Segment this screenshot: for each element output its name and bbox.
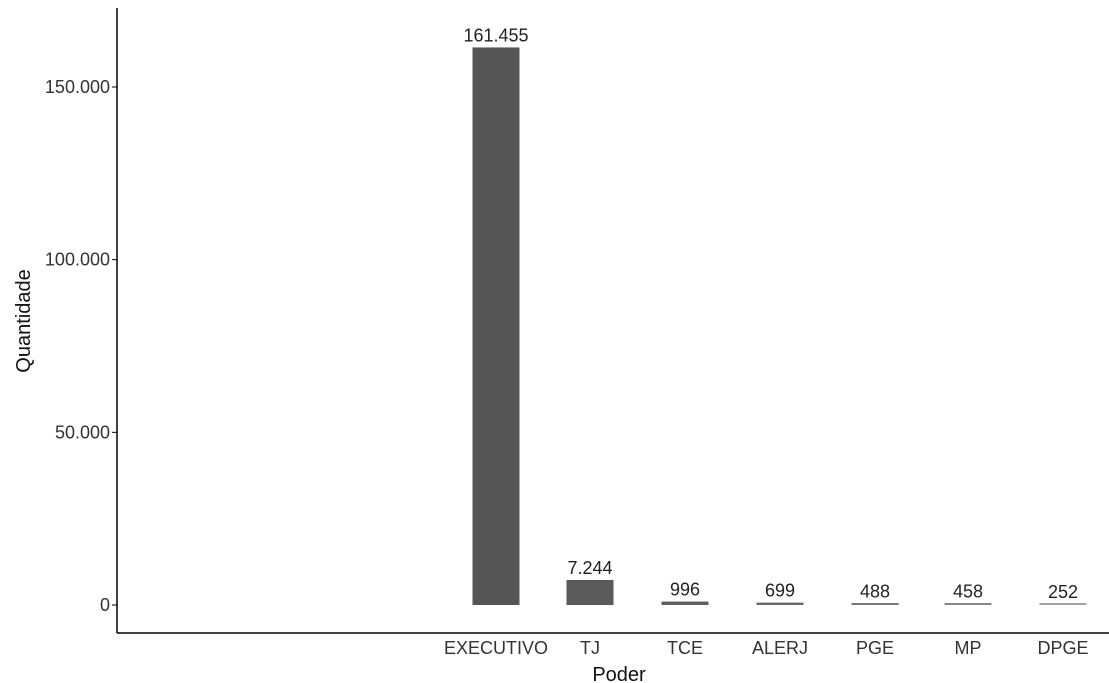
y-ticks-group: 0 50.000 100.000 150.000 (45, 77, 117, 615)
y-tick-label: 50.000 (55, 422, 110, 442)
y-tick-label: 100.000 (45, 250, 110, 270)
x-ticks-group: EXECUTIVO TJ TCE ALERJ PGE MP DPGE (444, 638, 1089, 658)
data-label-alerj: 699 (765, 581, 795, 601)
data-label-pge: 488 (860, 581, 890, 601)
x-tick-label-tce: TCE (667, 638, 703, 658)
data-label-mp: 458 (953, 581, 983, 601)
data-label-tj: 7.244 (567, 558, 612, 578)
y-axis-title: Quantidade (13, 269, 35, 372)
y-tick-label: 150.000 (45, 77, 110, 97)
bar-executivo (472, 47, 520, 605)
x-tick-label-tj: TJ (580, 638, 600, 658)
bar-mp (944, 603, 992, 605)
x-tick-label-mp: MP (955, 638, 982, 658)
data-label-executivo: 161.455 (463, 25, 528, 45)
bars-group (472, 47, 1087, 605)
x-tick-label-executivo: EXECUTIVO (444, 638, 548, 658)
bar-alerj (756, 602, 804, 605)
x-tick-label-alerj: ALERJ (752, 638, 808, 658)
data-labels-group: 161.455 7.244 996 699 488 458 252 (463, 25, 1078, 602)
x-axis-title: Poder (592, 664, 646, 683)
data-label-dpge: 252 (1048, 582, 1078, 602)
data-label-tce: 996 (670, 580, 700, 600)
x-tick-label-dpge: DPGE (1037, 638, 1088, 658)
x-tick-label-pge: PGE (856, 638, 894, 658)
bar-dpge (1039, 603, 1087, 605)
y-tick-label: 0 (100, 595, 110, 615)
bar-pge (851, 603, 899, 605)
bar-tce (661, 601, 709, 605)
bar-tj (566, 579, 614, 605)
